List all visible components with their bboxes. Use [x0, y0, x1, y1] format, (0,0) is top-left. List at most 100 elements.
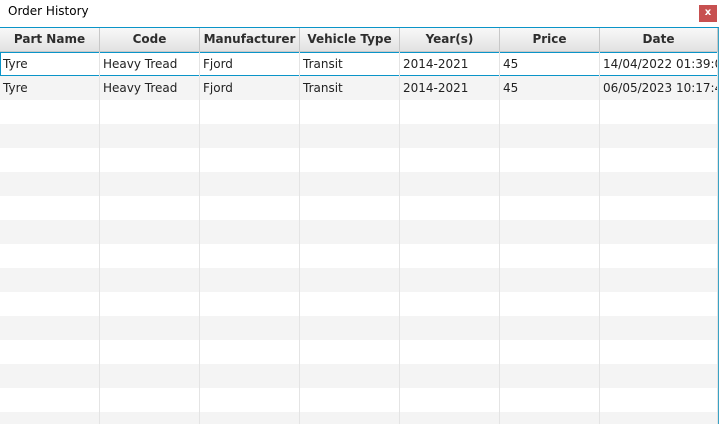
empty-table-row — [0, 268, 718, 292]
column-header-vehicle-type[interactable]: Vehicle Type — [300, 28, 400, 52]
table-row[interactable]: Tyre Heavy Tread Fjord Transit 2014-2021… — [0, 52, 718, 76]
empty-cell — [0, 316, 100, 340]
empty-cell — [400, 172, 500, 196]
title-bar[interactable]: Order History x — [0, 0, 719, 27]
empty-cell — [300, 196, 400, 220]
empty-table-row — [0, 316, 718, 340]
empty-cell — [100, 220, 200, 244]
empty-table-row — [0, 292, 718, 316]
cell-vehicle-type: Transit — [300, 76, 400, 100]
empty-cell — [300, 340, 400, 364]
order-history-table[interactable]: Part Name Code Manufacturer Vehicle Type… — [0, 27, 719, 424]
empty-cell — [200, 340, 300, 364]
empty-cell — [600, 268, 718, 292]
column-header-date[interactable]: Date — [600, 28, 718, 52]
empty-cell — [0, 124, 100, 148]
empty-cell — [400, 292, 500, 316]
empty-cell — [400, 244, 500, 268]
cell-manufacturer: Fjord — [200, 76, 300, 100]
empty-cell — [200, 196, 300, 220]
close-button[interactable]: x — [699, 5, 717, 22]
empty-table-row — [0, 196, 718, 220]
empty-table-row — [0, 412, 718, 424]
table-row[interactable]: Tyre Heavy Tread Fjord Transit 2014-2021… — [0, 76, 718, 100]
column-header-code[interactable]: Code — [100, 28, 200, 52]
empty-cell — [400, 340, 500, 364]
empty-table-row — [0, 100, 718, 124]
empty-cell — [300, 244, 400, 268]
empty-cell — [100, 244, 200, 268]
empty-cell — [300, 124, 400, 148]
empty-cell — [500, 172, 600, 196]
empty-cell — [0, 268, 100, 292]
empty-cell — [500, 316, 600, 340]
column-header-manufacturer[interactable]: Manufacturer — [200, 28, 300, 52]
cell-years: 2014-2021 — [400, 52, 500, 76]
empty-cell — [100, 196, 200, 220]
empty-cell — [0, 220, 100, 244]
empty-cell — [200, 292, 300, 316]
empty-cell — [600, 172, 718, 196]
empty-cell — [100, 388, 200, 412]
empty-cell — [600, 244, 718, 268]
empty-table-row — [0, 124, 718, 148]
empty-cell — [0, 100, 100, 124]
empty-cell — [400, 412, 500, 424]
window-title: Order History — [8, 4, 89, 18]
empty-cell — [0, 196, 100, 220]
empty-cell — [600, 124, 718, 148]
empty-cell — [500, 100, 600, 124]
empty-cell — [100, 148, 200, 172]
empty-cell — [0, 388, 100, 412]
empty-cell — [200, 244, 300, 268]
empty-cell — [300, 388, 400, 412]
empty-cell — [0, 292, 100, 316]
empty-table-row — [0, 172, 718, 196]
empty-cell — [500, 220, 600, 244]
empty-cell — [100, 340, 200, 364]
cell-price: 45 — [500, 76, 600, 100]
empty-table-row — [0, 388, 718, 412]
empty-cell — [0, 340, 100, 364]
empty-cell — [0, 172, 100, 196]
empty-cell — [200, 388, 300, 412]
empty-cell — [400, 388, 500, 412]
empty-table-row — [0, 364, 718, 388]
empty-cell — [300, 100, 400, 124]
empty-cell — [400, 364, 500, 388]
empty-cell — [200, 148, 300, 172]
empty-cell — [100, 172, 200, 196]
empty-cell — [100, 268, 200, 292]
cell-date: 14/04/2022 01:39:09 — [600, 52, 718, 76]
close-icon[interactable]: x — [704, 7, 712, 18]
empty-cell — [600, 316, 718, 340]
empty-cell — [100, 316, 200, 340]
empty-cell — [500, 268, 600, 292]
cell-code: Heavy Tread — [100, 52, 200, 76]
empty-cell — [300, 148, 400, 172]
empty-cell — [100, 412, 200, 424]
column-header-part-name[interactable]: Part Name — [0, 28, 100, 52]
empty-cell — [100, 100, 200, 124]
column-header-price[interactable]: Price — [500, 28, 600, 52]
cell-date: 06/05/2023 10:17:49 — [600, 76, 718, 100]
empty-table-row — [0, 220, 718, 244]
empty-cell — [200, 220, 300, 244]
table-header: Part Name Code Manufacturer Vehicle Type… — [0, 28, 718, 52]
cell-manufacturer: Fjord — [200, 52, 300, 76]
empty-cell — [200, 268, 300, 292]
empty-cell — [500, 292, 600, 316]
column-header-years[interactable]: Year(s) — [400, 28, 500, 52]
empty-cell — [300, 412, 400, 424]
empty-cell — [600, 220, 718, 244]
empty-cell — [400, 268, 500, 292]
empty-cell — [200, 172, 300, 196]
empty-cell — [200, 364, 300, 388]
empty-cell — [500, 244, 600, 268]
empty-cell — [0, 364, 100, 388]
empty-cell — [400, 100, 500, 124]
empty-cell — [600, 388, 718, 412]
empty-cell — [500, 340, 600, 364]
empty-cell — [100, 292, 200, 316]
empty-cell — [500, 124, 600, 148]
